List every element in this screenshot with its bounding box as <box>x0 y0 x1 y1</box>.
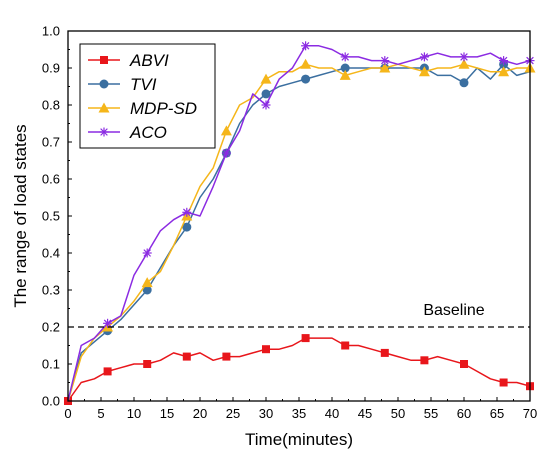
data-point <box>103 367 112 376</box>
legend-marker <box>100 56 108 64</box>
legend-item: ACO <box>88 123 167 142</box>
legend-item: MDP-SD <box>88 99 197 118</box>
y-tick-label: 0.9 <box>42 61 60 76</box>
data-point <box>262 345 270 354</box>
legend-marker <box>99 79 109 89</box>
data-point <box>459 52 469 62</box>
data-point <box>418 66 430 77</box>
data-point <box>301 334 310 343</box>
data-point <box>301 41 311 51</box>
y-tick-label: 0.8 <box>42 98 60 113</box>
legend: ABVI TVI MDP-SD ACO <box>79 43 216 149</box>
data-point <box>458 58 470 69</box>
data-point <box>222 352 231 361</box>
data-point <box>301 74 311 84</box>
data-point <box>339 69 351 80</box>
legend-item: TVI <box>88 75 157 94</box>
x-tick-label: 45 <box>358 406 372 421</box>
data-point <box>182 352 191 361</box>
data-point <box>420 356 429 365</box>
series-layer <box>64 41 536 405</box>
x-tick-label: 55 <box>424 406 438 421</box>
data-point <box>103 318 113 328</box>
x-axis-label: Time(minutes) <box>245 430 353 449</box>
data-point <box>141 277 153 288</box>
baseline-label: Baseline <box>423 302 484 319</box>
legend-marker <box>98 102 110 113</box>
series-aco <box>67 41 535 402</box>
x-tick-label: 20 <box>193 406 207 421</box>
data-point <box>261 89 271 99</box>
legend-item: ABVI <box>88 51 169 70</box>
data-point <box>380 348 389 357</box>
x-tick-label: 10 <box>127 406 141 421</box>
series-line <box>67 45 531 402</box>
data-point <box>182 222 192 232</box>
y-tick-label: 0.4 <box>42 246 60 261</box>
data-point <box>261 100 271 110</box>
legend-marker <box>99 127 109 137</box>
x-tick-label: 70 <box>523 406 537 421</box>
legend-label: TVI <box>130 75 157 94</box>
data-point <box>459 78 469 88</box>
x-axis-ticks: 0 5 10 15 20 25 30 35 40 45 50 55 60 65 70 <box>64 397 537 421</box>
y-tick-label: 0.7 <box>42 135 60 150</box>
data-point <box>182 207 192 217</box>
data-point <box>142 285 152 295</box>
legend-label: MDP-SD <box>130 99 197 118</box>
x-tick-label: 30 <box>259 406 273 421</box>
data-point <box>499 378 508 387</box>
y-tick-label: 1.0 <box>42 24 60 39</box>
y-tick-label: 0.2 <box>42 320 60 335</box>
data-point <box>300 58 312 69</box>
y-tick-label: 0.1 <box>42 357 60 372</box>
x-tick-label: 0 <box>64 406 71 421</box>
x-tick-label: 50 <box>391 406 405 421</box>
data-point <box>142 248 152 258</box>
data-point <box>221 148 231 158</box>
y-tick-label: 0.3 <box>42 283 60 298</box>
y-tick-label: 0.5 <box>42 209 60 224</box>
data-point <box>380 56 390 66</box>
data-point <box>220 125 232 136</box>
data-point <box>340 52 350 62</box>
x-tick-label: 65 <box>490 406 504 421</box>
x-tick-label: 40 <box>325 406 339 421</box>
x-tick-label: 35 <box>292 406 306 421</box>
data-point <box>260 73 272 84</box>
data-point <box>460 360 468 368</box>
data-point <box>143 360 152 368</box>
x-tick-label: 5 <box>97 406 104 421</box>
x-tick-label: 25 <box>226 406 240 421</box>
y-axis-ticks: 0.0 0.1 0.2 0.3 0.4 0.5 0.6 0.7 0.8 0.9 1.0 <box>42 24 72 409</box>
data-point <box>499 56 509 66</box>
data-point <box>340 63 350 73</box>
y-axis-label: The range of load states <box>11 124 30 307</box>
x-tick-label: 15 <box>160 406 174 421</box>
legend-label: ABVI <box>129 51 169 70</box>
data-point <box>341 341 350 350</box>
data-point <box>419 52 429 62</box>
legend-label: ACO <box>129 123 167 142</box>
y-tick-label: 0.6 <box>42 172 60 187</box>
data-point <box>498 66 510 77</box>
data-point <box>379 62 391 73</box>
x-tick-label: 60 <box>457 406 471 421</box>
y-tick-label: 0.0 <box>42 394 60 409</box>
